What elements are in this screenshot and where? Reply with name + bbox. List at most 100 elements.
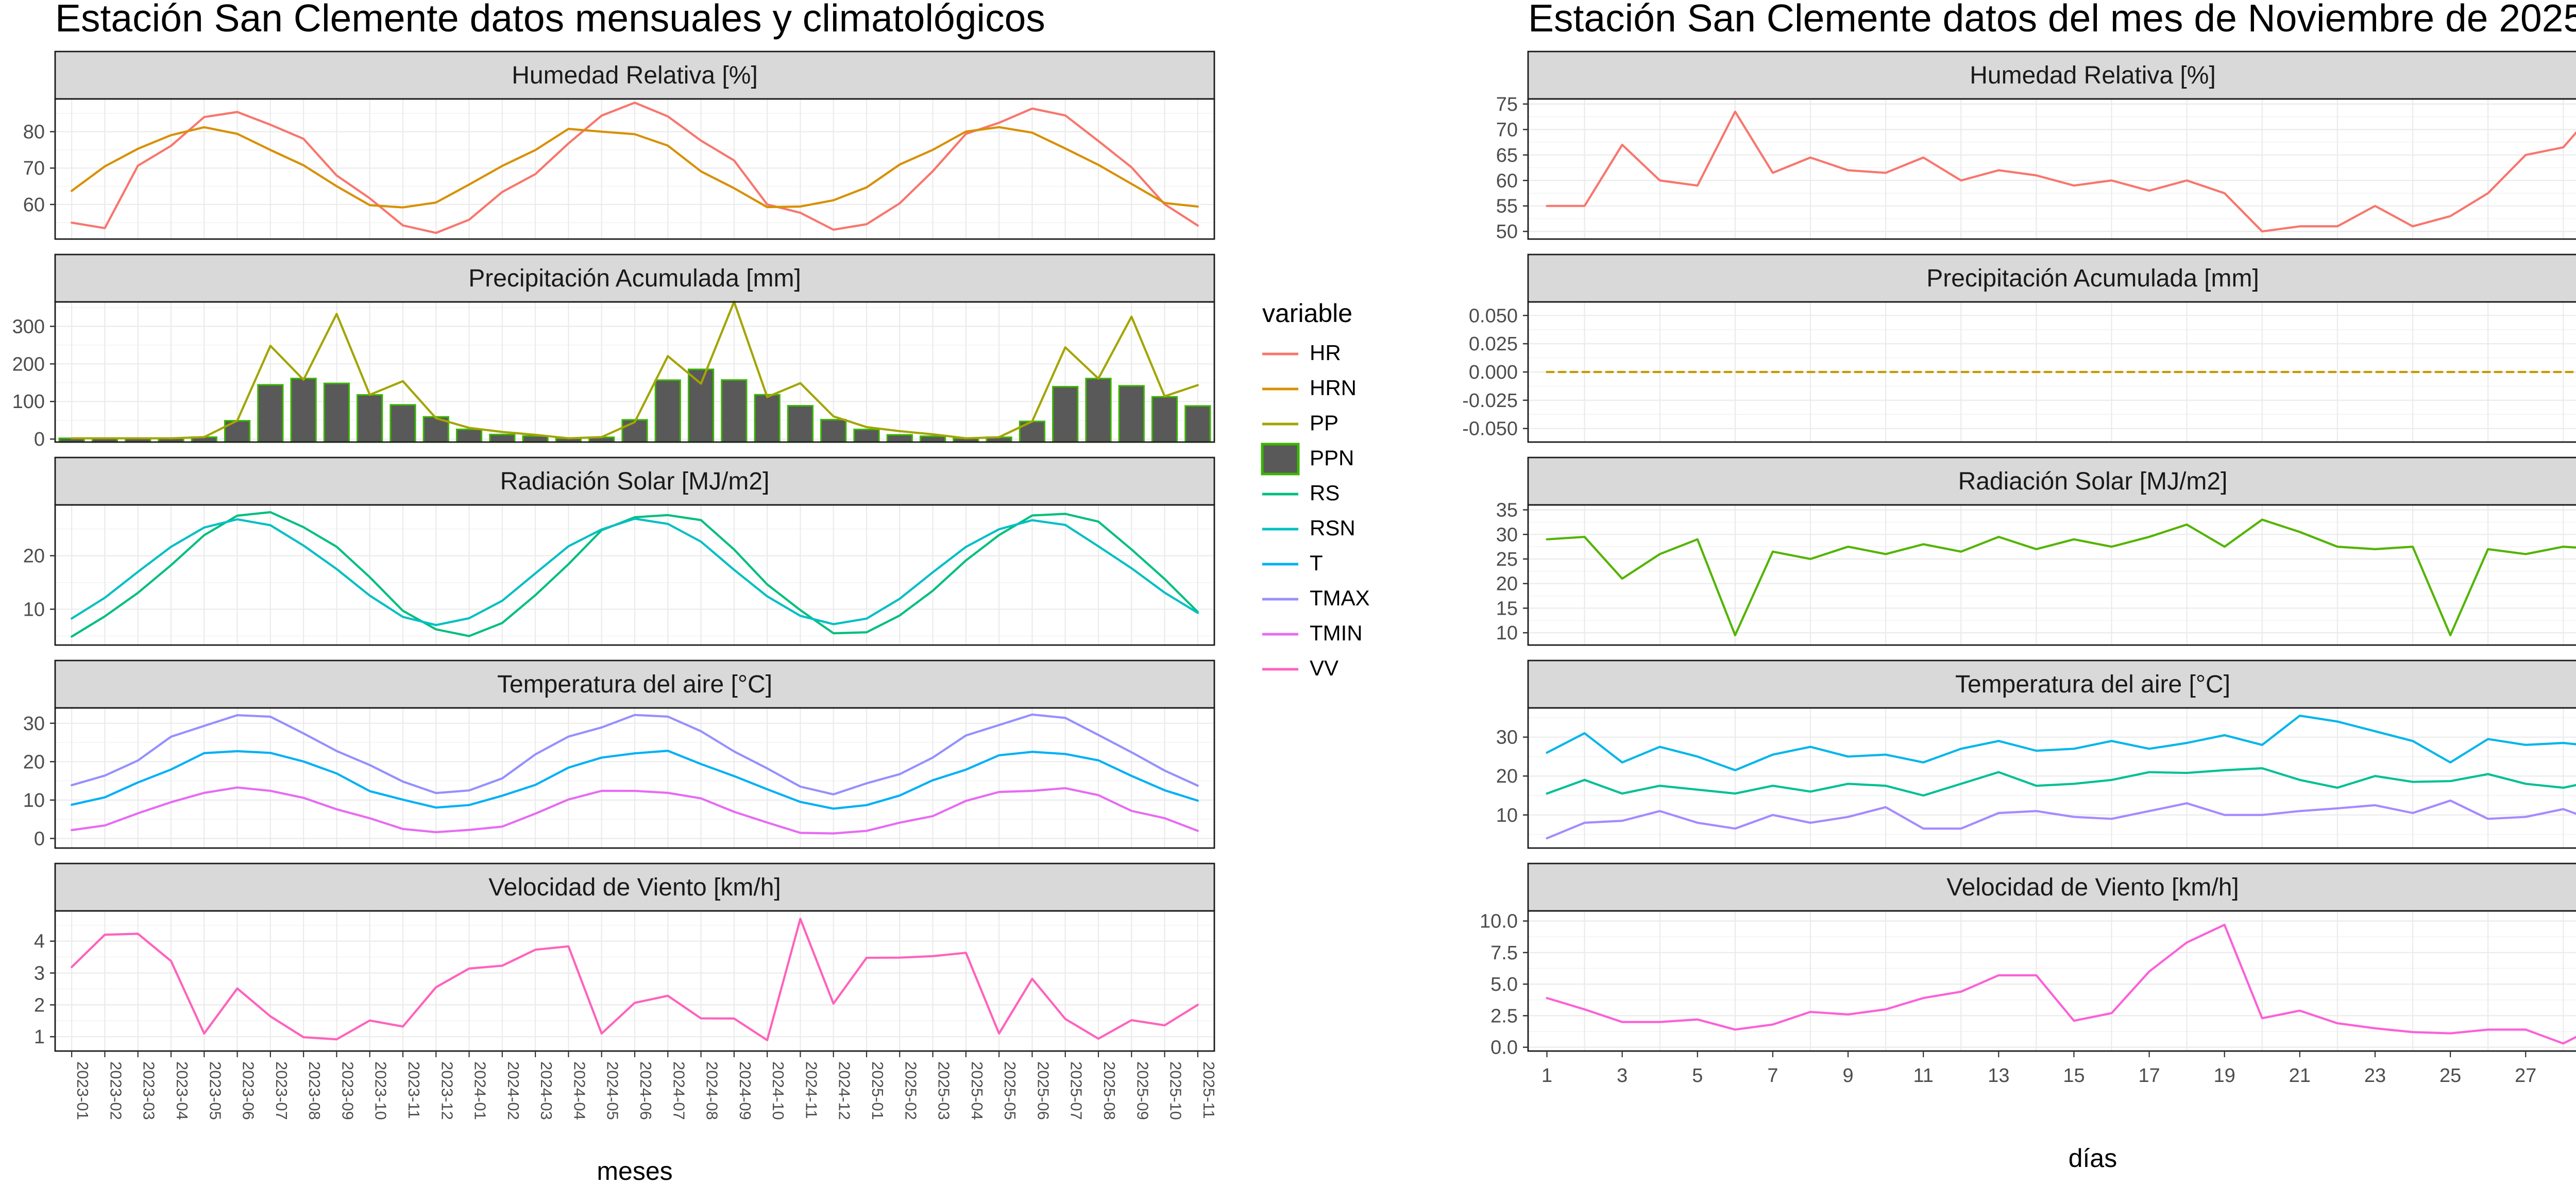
svg-text:25: 25 — [2439, 1065, 2461, 1087]
svg-text:0.0: 0.0 — [1490, 1037, 1518, 1059]
svg-text:30: 30 — [23, 713, 45, 735]
svg-text:2025-07: 2025-07 — [1067, 1061, 1086, 1120]
svg-text:T: T — [1310, 551, 1323, 575]
svg-text:21: 21 — [2289, 1065, 2311, 1087]
svg-text:2025-06: 2025-06 — [1034, 1061, 1052, 1120]
svg-text:2023-01: 2023-01 — [74, 1061, 92, 1120]
svg-text:4: 4 — [34, 931, 45, 953]
svg-text:2: 2 — [34, 994, 45, 1016]
svg-text:-0.050: -0.050 — [1462, 418, 1518, 440]
svg-text:17: 17 — [2138, 1065, 2160, 1087]
svg-text:60: 60 — [1496, 170, 1518, 192]
svg-text:2023-03: 2023-03 — [140, 1061, 158, 1120]
svg-text:100: 100 — [12, 391, 45, 413]
svg-text:2.5: 2.5 — [1490, 1005, 1518, 1027]
svg-text:55: 55 — [1496, 196, 1518, 217]
svg-text:15: 15 — [2063, 1065, 2084, 1087]
svg-text:25: 25 — [1496, 549, 1518, 570]
svg-text:Humedad Relativa [%]: Humedad Relativa [%] — [1970, 62, 2216, 89]
svg-text:TMIN: TMIN — [1310, 621, 1363, 645]
svg-text:35: 35 — [1496, 500, 1518, 521]
svg-text:2025-05: 2025-05 — [1001, 1061, 1019, 1120]
svg-text:Precipitación Acumulada [mm]: Precipitación Acumulada [mm] — [1926, 265, 2259, 292]
svg-text:50: 50 — [1496, 221, 1518, 243]
svg-text:20: 20 — [23, 751, 45, 773]
svg-text:2025-10: 2025-10 — [1167, 1061, 1185, 1120]
svg-text:10: 10 — [23, 599, 45, 620]
svg-text:2024-05: 2024-05 — [604, 1061, 622, 1120]
svg-text:2024-08: 2024-08 — [703, 1061, 721, 1120]
svg-text:10: 10 — [1496, 622, 1518, 644]
svg-text:2024-10: 2024-10 — [769, 1061, 787, 1120]
svg-text:0: 0 — [34, 828, 45, 850]
svg-text:Estación San Clemente datos me: Estación San Clemente datos mensuales y … — [55, 0, 1045, 40]
svg-text:60: 60 — [23, 194, 45, 216]
svg-text:2025-09: 2025-09 — [1133, 1061, 1151, 1120]
svg-text:1: 1 — [1541, 1065, 1552, 1087]
svg-text:Temperatura del aire [°C]: Temperatura del aire [°C] — [497, 671, 772, 698]
svg-text:Temperatura del aire [°C]: Temperatura del aire [°C] — [1955, 671, 2230, 698]
svg-text:variable: variable — [1262, 299, 1352, 328]
svg-text:3: 3 — [34, 963, 45, 985]
svg-text:13: 13 — [1988, 1065, 2009, 1087]
svg-text:2023-11: 2023-11 — [405, 1061, 423, 1119]
svg-text:15: 15 — [1496, 598, 1518, 619]
svg-text:Radiación Solar [MJ/m2]: Radiación Solar [MJ/m2] — [1958, 468, 2228, 495]
svg-text:10: 10 — [23, 790, 45, 811]
svg-text:65: 65 — [1496, 145, 1518, 166]
svg-text:2023-04: 2023-04 — [173, 1061, 191, 1120]
svg-text:2023-12: 2023-12 — [438, 1061, 456, 1120]
svg-text:0.050: 0.050 — [1469, 305, 1518, 327]
svg-text:0.025: 0.025 — [1469, 333, 1518, 355]
svg-text:PP: PP — [1310, 411, 1338, 435]
svg-text:2024-06: 2024-06 — [637, 1061, 655, 1120]
svg-text:80: 80 — [23, 122, 45, 143]
svg-text:70: 70 — [23, 158, 45, 179]
svg-text:Precipitación Acumulada [mm]: Precipitación Acumulada [mm] — [468, 265, 801, 292]
svg-text:20: 20 — [23, 546, 45, 567]
svg-text:HR: HR — [1310, 341, 1341, 365]
svg-text:Velocidad de Viento [km/h]: Velocidad de Viento [km/h] — [1946, 874, 2239, 901]
svg-text:7.5: 7.5 — [1490, 942, 1518, 964]
svg-text:2023-10: 2023-10 — [372, 1061, 390, 1120]
svg-text:2025-02: 2025-02 — [902, 1061, 920, 1120]
svg-text:20: 20 — [1496, 573, 1518, 595]
svg-text:200: 200 — [12, 353, 45, 375]
svg-text:5.0: 5.0 — [1490, 974, 1518, 995]
svg-text:10: 10 — [1496, 805, 1518, 826]
svg-text:2024-12: 2024-12 — [836, 1061, 854, 1120]
svg-text:días: días — [2069, 1144, 2117, 1173]
svg-text:300: 300 — [12, 316, 45, 337]
svg-text:2023-08: 2023-08 — [306, 1061, 324, 1120]
svg-text:2025-03: 2025-03 — [935, 1061, 953, 1120]
svg-text:2025-11: 2025-11 — [1200, 1061, 1218, 1119]
svg-text:19: 19 — [2214, 1065, 2235, 1087]
svg-text:30: 30 — [1496, 727, 1518, 749]
svg-text:RS: RS — [1310, 481, 1340, 505]
svg-text:70: 70 — [1496, 119, 1518, 141]
svg-text:0.000: 0.000 — [1469, 362, 1518, 383]
svg-text:2024-02: 2024-02 — [504, 1061, 522, 1120]
svg-text:75: 75 — [1496, 94, 1518, 115]
svg-text:HRN: HRN — [1310, 376, 1357, 400]
svg-text:7: 7 — [1767, 1065, 1778, 1087]
svg-text:TMAX: TMAX — [1310, 586, 1370, 610]
svg-text:9: 9 — [1842, 1065, 1853, 1087]
svg-text:0: 0 — [34, 429, 45, 450]
svg-text:27: 27 — [2515, 1065, 2536, 1087]
svg-text:Humedad Relativa [%]: Humedad Relativa [%] — [512, 62, 758, 89]
svg-text:Radiación Solar [MJ/m2]: Radiación Solar [MJ/m2] — [500, 468, 770, 495]
svg-text:20: 20 — [1496, 766, 1518, 787]
svg-text:30: 30 — [1496, 524, 1518, 546]
svg-text:2024-01: 2024-01 — [471, 1061, 489, 1120]
svg-text:11: 11 — [1913, 1065, 1933, 1087]
svg-text:2024-04: 2024-04 — [570, 1061, 588, 1120]
svg-text:2025-04: 2025-04 — [968, 1061, 986, 1120]
svg-text:2025-01: 2025-01 — [869, 1061, 887, 1120]
svg-text:2024-03: 2024-03 — [537, 1061, 555, 1120]
svg-text:2024-11: 2024-11 — [802, 1061, 820, 1119]
svg-text:2023-05: 2023-05 — [206, 1061, 224, 1120]
svg-text:2023-06: 2023-06 — [240, 1061, 258, 1120]
svg-text:-0.025: -0.025 — [1462, 390, 1518, 412]
svg-text:RSN: RSN — [1310, 516, 1355, 540]
